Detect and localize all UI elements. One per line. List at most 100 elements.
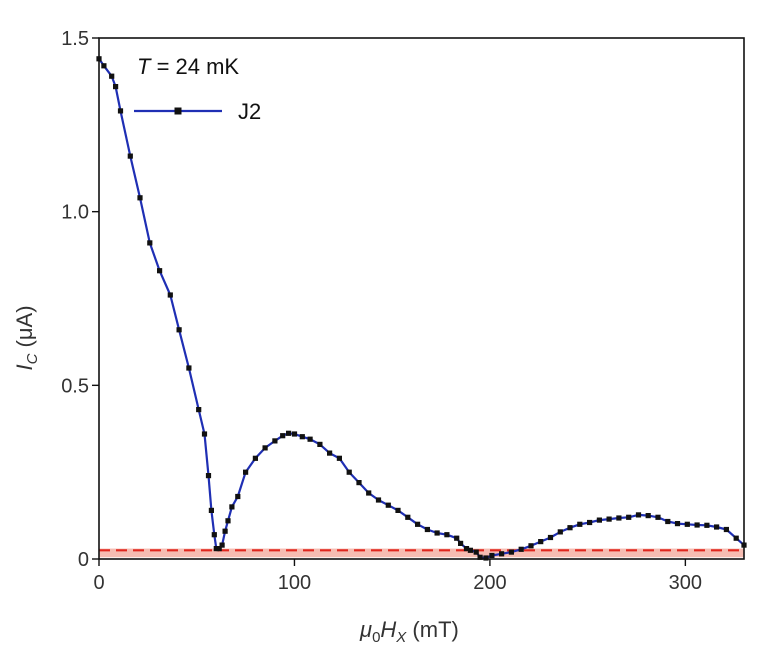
data-point xyxy=(243,469,249,475)
data-point xyxy=(211,532,217,538)
data-point xyxy=(366,490,372,496)
series-line-j2 xyxy=(97,57,746,560)
legend-label-j2: J2 xyxy=(238,99,261,124)
data-point xyxy=(213,546,219,552)
data-point xyxy=(635,512,642,518)
data-point xyxy=(117,108,124,114)
data-point xyxy=(616,515,622,521)
data-point xyxy=(723,526,729,533)
data-point xyxy=(216,546,222,552)
data-point xyxy=(167,292,173,298)
y-axis-label: IC (μA) xyxy=(12,305,41,370)
data-point xyxy=(280,433,286,439)
data-point xyxy=(473,549,479,555)
data-point xyxy=(196,407,202,413)
x-label-unit: (mT) xyxy=(406,617,459,642)
data-point xyxy=(299,434,305,440)
data-point xyxy=(127,153,133,159)
data-point xyxy=(499,551,505,557)
data-point xyxy=(694,522,700,528)
data-point xyxy=(606,516,612,522)
temperature-annotation: T = 24 mK xyxy=(137,54,239,79)
plot-frame xyxy=(98,37,745,560)
data-point xyxy=(272,438,278,444)
data-point xyxy=(415,521,421,527)
data-point xyxy=(157,268,163,274)
data-point xyxy=(291,431,298,437)
data-point xyxy=(547,534,554,541)
data-point xyxy=(262,445,268,451)
data-point xyxy=(356,480,362,486)
data-point xyxy=(587,519,593,526)
data-point xyxy=(626,514,632,520)
y-tick-label: 1.5 xyxy=(61,28,89,50)
data-point xyxy=(467,547,473,553)
data-point xyxy=(346,469,352,475)
x-tick-label: 200 xyxy=(473,572,506,594)
data-point xyxy=(665,518,671,525)
x-axis-label: μ0HX (mT) xyxy=(359,617,459,646)
data-point xyxy=(405,514,411,520)
temperature-variable: T xyxy=(137,54,152,79)
data-point xyxy=(596,517,602,523)
data-point xyxy=(286,430,292,436)
data-point xyxy=(518,546,524,552)
data-point xyxy=(147,240,153,246)
data-point xyxy=(186,365,192,371)
legend: J2 xyxy=(134,99,261,124)
y-label-i: I xyxy=(12,364,37,370)
data-point xyxy=(684,521,690,527)
data-point xyxy=(704,522,710,528)
data-point xyxy=(489,552,495,559)
data-point xyxy=(137,195,143,201)
data-point xyxy=(307,436,313,442)
data-point xyxy=(336,455,342,461)
x-tick-label: 0 xyxy=(93,572,104,594)
data-point xyxy=(424,526,430,533)
data-point xyxy=(733,535,739,541)
data-point xyxy=(219,542,225,548)
data-point xyxy=(327,450,333,456)
data-point xyxy=(101,63,107,69)
data-point xyxy=(225,518,231,524)
data-point xyxy=(528,543,534,549)
data-point xyxy=(235,493,241,500)
data-point xyxy=(201,431,208,437)
x-tick-label: 100 xyxy=(278,572,311,594)
data-point xyxy=(385,502,391,508)
data-point xyxy=(458,540,464,546)
data-point xyxy=(508,549,514,555)
data-point xyxy=(577,521,583,527)
data-point xyxy=(483,555,489,561)
y-tick-label: 0.5 xyxy=(61,375,89,397)
data-point xyxy=(229,504,235,510)
y-label-subc: C xyxy=(24,353,41,364)
data-point xyxy=(454,535,460,541)
x-label-subx: X xyxy=(395,629,407,646)
data-point xyxy=(113,84,119,90)
data-point xyxy=(538,539,544,545)
data-point xyxy=(395,507,401,513)
data-point xyxy=(109,73,115,79)
data-point xyxy=(176,327,182,333)
data-point xyxy=(674,521,681,527)
x-tick-label: 300 xyxy=(669,572,702,594)
data-point xyxy=(444,532,450,538)
y-tick-label: 0 xyxy=(78,549,89,571)
data-point xyxy=(567,525,573,531)
y-label-unit: (μA) xyxy=(12,305,37,353)
data-point xyxy=(205,473,212,479)
data-point xyxy=(375,497,382,503)
data-point xyxy=(655,514,661,520)
x-label-mu: μ xyxy=(359,617,372,642)
temperature-value: = 24 mK xyxy=(150,54,239,79)
data-point xyxy=(222,528,228,534)
data-point xyxy=(208,507,214,513)
x-label-h: H xyxy=(380,617,396,642)
data-point xyxy=(714,524,720,530)
x-label-sub0: 0 xyxy=(372,629,380,646)
data-point xyxy=(434,530,440,536)
data-point xyxy=(477,554,483,560)
data-point xyxy=(317,441,323,447)
